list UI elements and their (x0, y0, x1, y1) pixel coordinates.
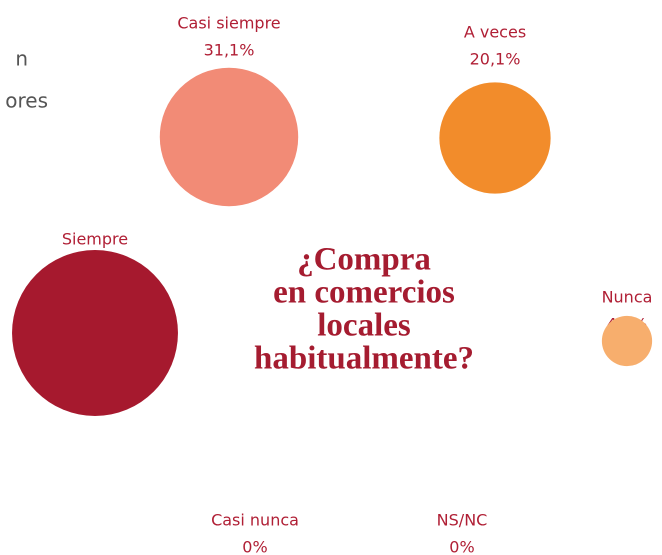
value-label: 31,1% (204, 41, 255, 60)
value-label: 0% (242, 538, 267, 555)
bubble (601, 315, 653, 367)
cropped-text: ores (5, 89, 48, 113)
chart-title: locales (317, 308, 411, 344)
cropped-text: n (15, 47, 28, 71)
bubble (159, 67, 299, 207)
chart-title: ¿Compra (297, 242, 431, 278)
category-label: Siempre (62, 230, 128, 249)
category-label: Casi nunca (211, 511, 299, 530)
value-label: 20,1% (470, 50, 521, 69)
category-label: NS/NC (437, 511, 488, 530)
bubble (439, 82, 551, 194)
bubble (12, 250, 178, 416)
category-label: Casi siempre (177, 14, 280, 33)
chart-title: habitualmente? (254, 341, 474, 377)
chart-title: en comercios (273, 275, 455, 311)
category-label: Nunca (602, 288, 653, 307)
category-label: A veces (464, 23, 526, 42)
value-label: 0% (449, 538, 474, 555)
